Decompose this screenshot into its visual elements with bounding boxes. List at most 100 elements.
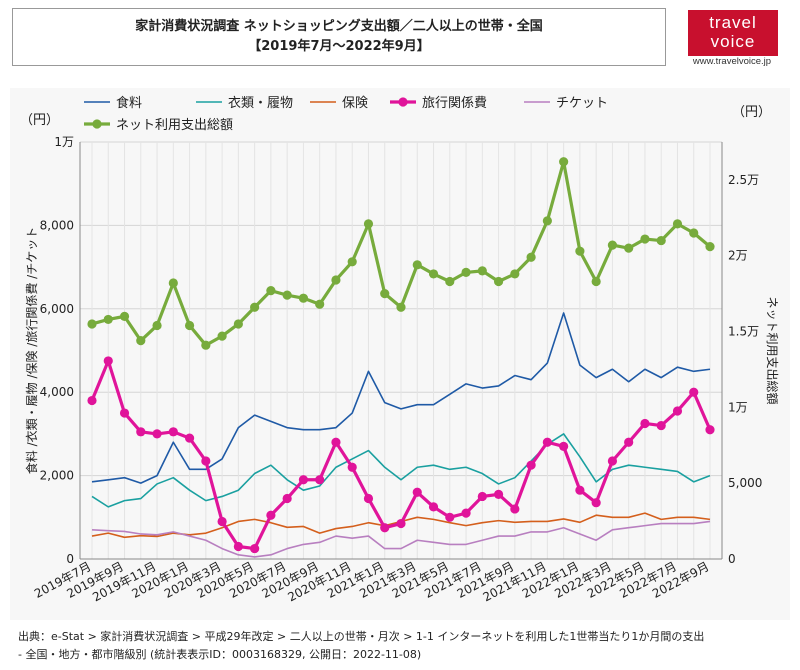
series-point-3 bbox=[542, 437, 552, 447]
series-point-5 bbox=[331, 275, 341, 285]
series-point-5 bbox=[266, 286, 276, 296]
legend-item: ネット利用支出総額 bbox=[84, 118, 233, 133]
series-point-3 bbox=[87, 395, 97, 406]
legend-marker bbox=[398, 97, 408, 107]
legend-label: ネット利用支出総額 bbox=[116, 118, 233, 133]
series-point-5 bbox=[184, 320, 195, 331]
series-point-5 bbox=[477, 266, 487, 276]
series-point-3 bbox=[315, 475, 325, 485]
logo-line-voice: voice bbox=[710, 32, 756, 51]
series-point-5 bbox=[526, 252, 536, 262]
series-point-5 bbox=[640, 234, 650, 244]
series-point-5 bbox=[103, 314, 113, 325]
logo-url[interactable]: www.travelvoice.jp bbox=[692, 56, 772, 67]
series-point-5 bbox=[87, 319, 97, 329]
legend-label: 食料 bbox=[116, 95, 142, 111]
series-point-3 bbox=[396, 518, 406, 529]
y-left-tick-label: 2,000 bbox=[40, 469, 74, 483]
series-point-3 bbox=[445, 512, 455, 522]
legend-label: 旅行関係費 bbox=[422, 96, 487, 111]
series-point-3 bbox=[624, 437, 634, 447]
y-left-tick-label: 6,000 bbox=[40, 302, 74, 316]
source-line-2: - 全国・地方・都市階級別 (統計表表示ID：0003168329, 公開日：2… bbox=[18, 648, 422, 661]
series-point-3 bbox=[672, 406, 683, 416]
series-point-5 bbox=[461, 267, 471, 278]
series-point-3 bbox=[331, 437, 341, 447]
series-point-3 bbox=[380, 523, 390, 533]
y-right-tick-label: 1.5万 bbox=[728, 325, 759, 339]
series-point-5 bbox=[705, 242, 715, 252]
series-point-3 bbox=[184, 433, 195, 443]
travelvoice-logo[interactable]: travel voice bbox=[688, 10, 778, 56]
legend-item: 食料 bbox=[84, 95, 142, 111]
series-point-5 bbox=[607, 240, 618, 250]
series-point-3 bbox=[510, 504, 520, 514]
axes: 0 2,000 4,000 6,000 8,000 1万 0 5,000 1万 1.5万 2万 2.5… bbox=[20, 105, 779, 604]
series-point-3 bbox=[152, 429, 162, 439]
series-point-5 bbox=[136, 336, 146, 346]
series-point-3 bbox=[168, 427, 178, 437]
series-point-3 bbox=[412, 487, 422, 497]
series-point-3 bbox=[428, 502, 439, 512]
y-right-tick-label: 2.5万 bbox=[728, 173, 759, 187]
legend-item: チケット bbox=[524, 96, 608, 111]
series-line-4 bbox=[91, 520, 711, 558]
series-point-5 bbox=[689, 228, 699, 238]
series-point-5 bbox=[315, 299, 325, 309]
y-right-tick-label: 2万 bbox=[728, 249, 748, 263]
legend-item: 衣類・履物 bbox=[196, 95, 293, 111]
series-point-5 bbox=[672, 219, 683, 229]
series-point-3 bbox=[461, 508, 471, 518]
series-point-5 bbox=[510, 269, 520, 279]
series-point-5 bbox=[575, 246, 585, 256]
line-chart: 0 2,000 4,000 6,000 8,000 1万 0 5,000 1万 1.5万 2万 2.5… bbox=[20, 95, 779, 604]
series-point-5 bbox=[363, 219, 374, 229]
legend-label: 保険 bbox=[342, 96, 368, 111]
series-point-3 bbox=[136, 427, 146, 437]
series-point-5 bbox=[396, 302, 406, 312]
y-left-axis-title: 食料 /衣類・履物 /保険 /旅行関係費 /チケット bbox=[24, 227, 39, 474]
series-point-5 bbox=[347, 257, 357, 267]
source-note: 出典：e-Stat > 家計消費状況調査 > 平成29年改定 > 二人以上の世帯… bbox=[18, 628, 788, 664]
legend-label: 衣類・履物 bbox=[228, 95, 293, 111]
series-point-3 bbox=[363, 493, 374, 504]
series-point-5 bbox=[493, 276, 504, 287]
series-point-5 bbox=[591, 276, 601, 287]
series-point-5 bbox=[380, 289, 390, 299]
series-point-3 bbox=[493, 489, 504, 499]
series-point-5 bbox=[428, 269, 439, 279]
series-point-5 bbox=[412, 260, 422, 270]
series-point-3 bbox=[640, 418, 650, 429]
legend-label: チケット bbox=[556, 96, 608, 111]
series-point-3 bbox=[705, 425, 715, 435]
y-left-tick-label: 8,000 bbox=[40, 218, 74, 232]
chart-title-box: 家計消費状況調査 ネットショッピング支出額／二人以上の世帯・全国 【2019年7… bbox=[12, 8, 666, 66]
series-point-5 bbox=[168, 278, 178, 288]
y-left-tick-label: 4,000 bbox=[40, 385, 74, 399]
series-point-5 bbox=[233, 319, 243, 329]
legend-marker bbox=[92, 119, 102, 129]
series-point-3 bbox=[103, 356, 113, 366]
logo-line-travel: travel bbox=[709, 13, 757, 32]
series-point-5 bbox=[152, 320, 162, 331]
series-point-3 bbox=[347, 462, 357, 472]
series-point-3 bbox=[119, 408, 130, 418]
y-right-tick-label: 0 bbox=[728, 552, 736, 566]
y-left-tick-label: 0 bbox=[66, 552, 74, 566]
series-point-3 bbox=[477, 491, 487, 502]
y-right-unit: （円） bbox=[732, 105, 771, 120]
chart-subtitle: 【2019年7月～2022年9月】 bbox=[248, 39, 430, 54]
source-line-1: 出典：e-Stat > 家計消費状況調査 > 平成29年改定 > 二人以上の世帯… bbox=[18, 630, 705, 643]
y-left-tick-label: 1万 bbox=[54, 135, 74, 149]
y-right-tick-label: 5,000 bbox=[728, 476, 762, 490]
series-point-3 bbox=[282, 493, 292, 504]
series-point-5 bbox=[542, 216, 552, 226]
series-point-5 bbox=[445, 276, 455, 287]
series-point-3 bbox=[575, 485, 585, 495]
series-point-3 bbox=[201, 456, 211, 466]
series-point-5 bbox=[624, 243, 634, 253]
series-point-5 bbox=[250, 302, 260, 312]
series-point-5 bbox=[201, 340, 211, 350]
series-line-0 bbox=[91, 312, 711, 484]
